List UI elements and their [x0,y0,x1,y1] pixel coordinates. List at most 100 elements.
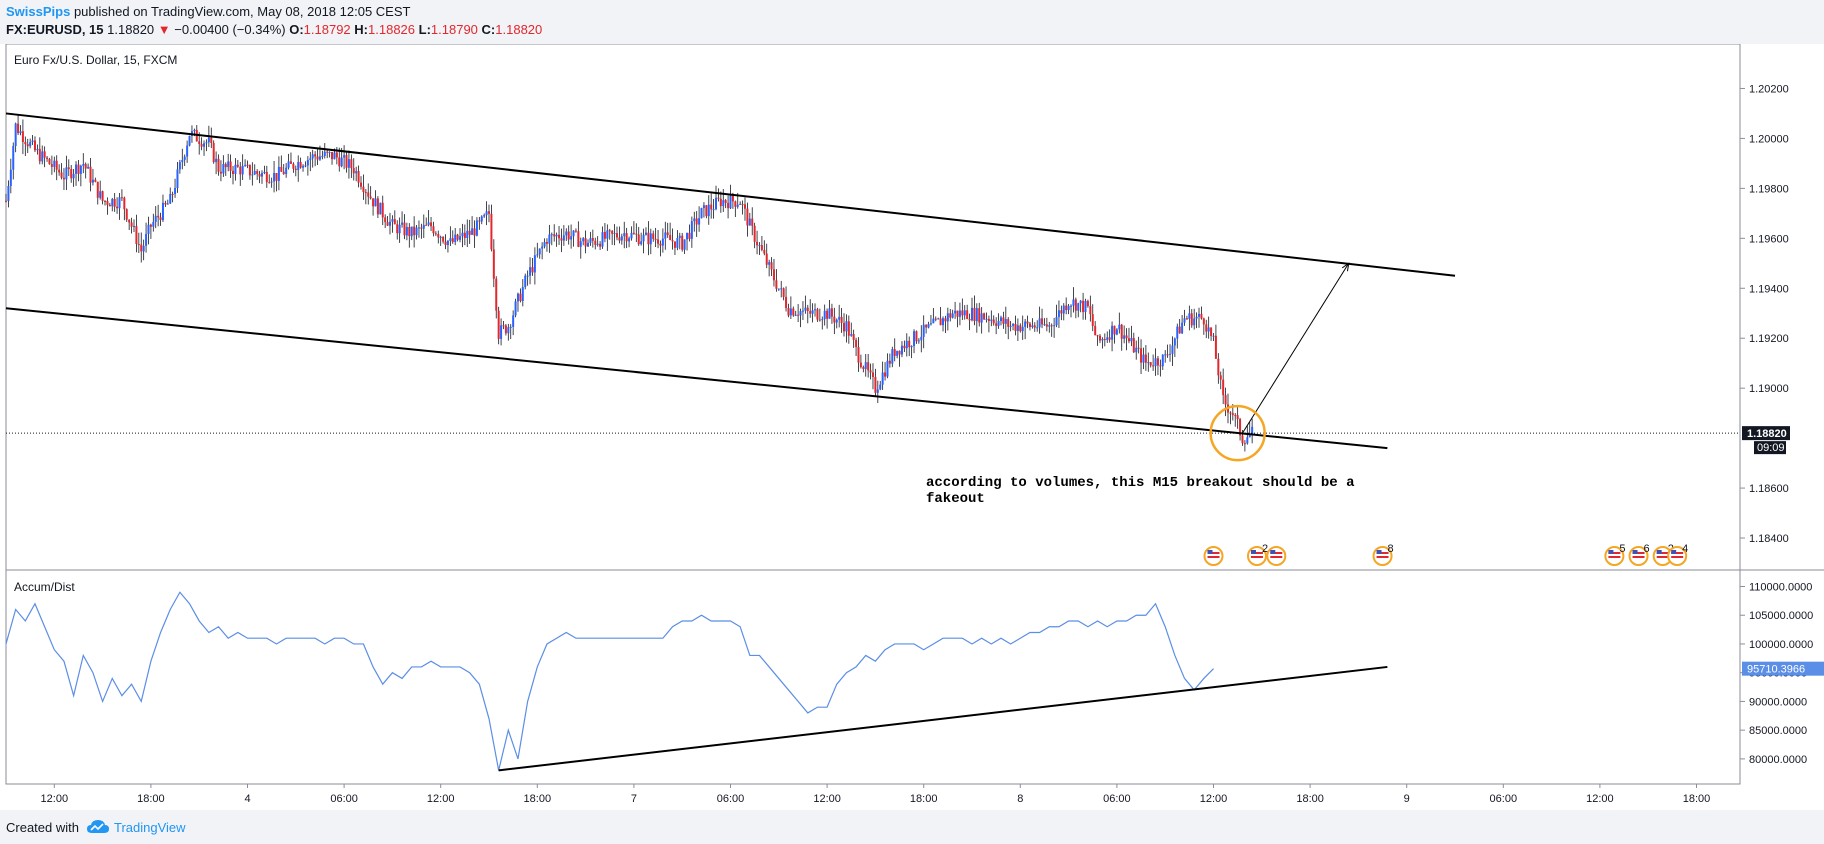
candle-body [417,227,420,229]
author-name[interactable]: SwissPips [6,4,71,19]
candle-body [463,232,466,238]
candle-body [384,217,387,223]
candle-body [995,323,998,326]
candle-body [804,307,807,311]
candle-body [707,204,710,217]
event-badge-icon[interactable] [1246,546,1267,566]
candle-body [828,308,831,319]
candle-body [282,171,285,175]
candle-body [176,169,179,188]
candle-body [1089,306,1092,315]
candle-body [1212,335,1215,337]
candle-body [640,241,643,245]
time-tick-label: 9 [1404,793,1410,805]
candle-body [942,318,945,326]
candle-body [14,123,17,146]
candle-body [1070,305,1073,307]
candle-body [152,221,155,227]
candle-body [1074,299,1077,311]
candle-body [963,310,966,316]
candle-body [625,233,628,242]
candle-body [673,241,676,248]
candle-body [379,202,382,215]
candle-body [60,172,63,178]
main-pane-title: Euro Fx/U.S. Dollar, 15, FXCM [14,53,177,67]
candle-body [343,155,346,158]
candle-body [562,235,565,241]
time-tick-label: 7 [631,793,637,805]
candle-body [265,171,268,183]
candle-body [797,314,800,316]
candle-body [224,164,227,168]
event-badge-icon[interactable] [1372,546,1393,566]
ad-tick-label: 105000.0000 [1749,610,1813,622]
price-tick-label: 1.18400 [1749,533,1789,545]
candle-body [951,313,954,318]
candle-body [89,166,92,183]
chart-area[interactable]: Euro Fx/U.S. Dollar, 15, FXCM Accum/Dist 1… [0,44,1824,810]
candle-body [7,185,10,201]
candle-body [401,222,404,225]
price-tick-label: 1.19400 [1749,283,1789,295]
candle-body [1115,329,1118,335]
candle-body [263,171,266,173]
candle-body [77,164,80,174]
candle-body [504,325,507,334]
candle-body [840,316,843,323]
candle-body [811,310,814,314]
candle-body [615,233,618,238]
event-badge-icon[interactable] [1604,546,1625,566]
candle-body [425,224,428,226]
candle-body [570,236,573,240]
event-badge-icon[interactable] [1628,546,1649,566]
candle-body [582,238,585,242]
candle-body [613,233,616,235]
event-badge-icon[interactable] [1266,546,1287,566]
candle-body [1161,354,1164,367]
candle-body [485,211,488,216]
candle-body [1108,337,1111,340]
candle-body [850,334,853,336]
candle-body [488,211,490,214]
candle-body [183,156,186,160]
candle-body [736,204,739,207]
candle-body [937,318,940,320]
event-badge-icon[interactable] [1203,546,1224,566]
ad-last-value-label: 95710.3966 [1747,664,1805,676]
candle-body [1193,318,1196,326]
ad-tick-label: 85000.0000 [1749,725,1807,737]
tradingview-cloud-icon[interactable] [86,818,110,836]
candle-body [120,197,123,199]
candle-body [234,164,237,175]
candle-body [695,218,698,225]
candle-body [1156,358,1159,366]
candle-body [244,164,247,166]
candle-body [430,222,433,227]
candle-body [1214,335,1217,359]
candle-body [905,340,908,349]
candle-body [536,254,539,256]
candle-body [809,310,812,314]
tradingview-brand[interactable]: TradingView [114,820,186,835]
candle-body [1190,313,1193,326]
candle-body [1207,327,1210,332]
candle-body [859,362,862,368]
event-badge-icon[interactable] [1667,546,1688,566]
indicator-pane-title: Accum/Dist [14,580,75,594]
event-count: 2 [1262,543,1268,555]
candle-body [292,163,295,169]
candle-body [606,230,609,239]
candle-body [413,226,416,236]
candle-body [541,246,544,249]
candle-body [1065,305,1068,311]
candle-body [1198,313,1201,317]
candle-body [362,186,365,193]
candle-body [137,244,140,246]
candle-body [17,123,20,134]
created-with-label: Created with [6,820,79,835]
candle-body [799,311,802,316]
candle-body [543,241,546,247]
close-value: 1.18820 [495,22,543,37]
candle-body [408,226,411,237]
candle-body [1246,437,1249,444]
